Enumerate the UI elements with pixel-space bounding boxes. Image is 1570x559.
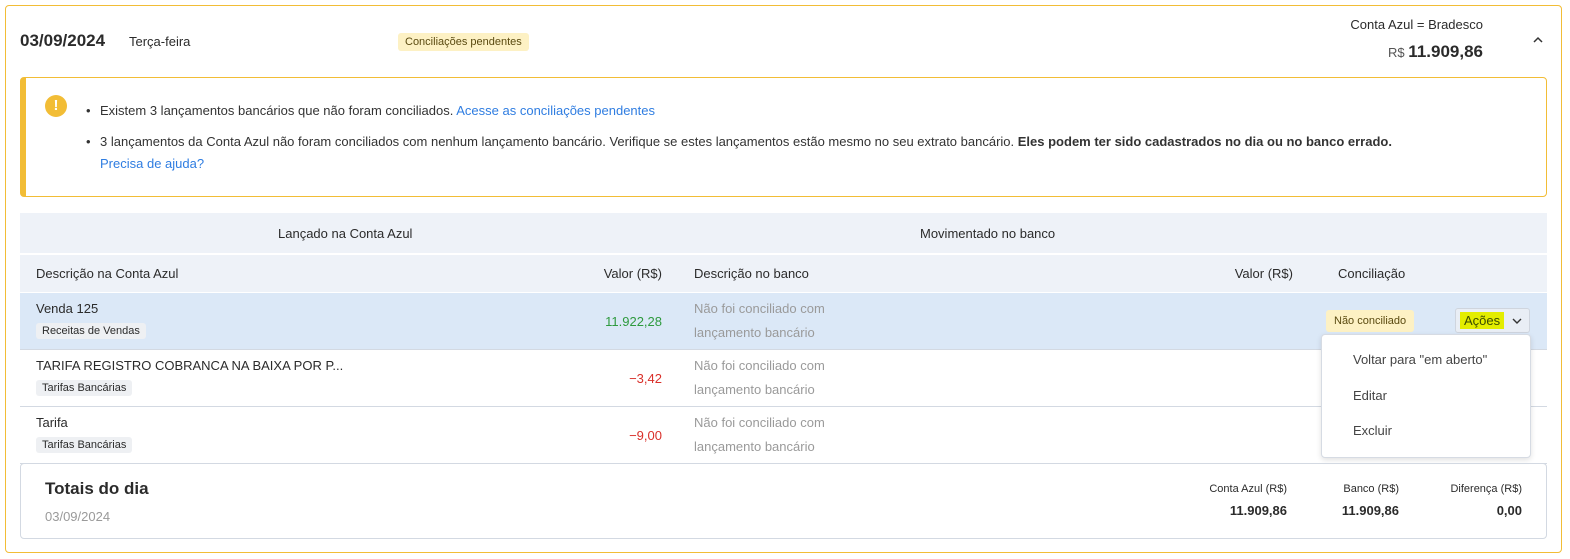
currency: R$ (1388, 45, 1405, 60)
alert-text: 3 lançamentos da Conta Azul não foram co… (100, 134, 1015, 149)
bank-desc: lançamento bancário (694, 439, 815, 454)
row-value: −3,42 (629, 371, 662, 386)
category-tag: Tarifas Bancárias (36, 380, 133, 396)
category-tag: Receitas de Vendas (36, 323, 146, 339)
col-conciliacao: Conciliação (1338, 266, 1406, 281)
alert-line-1: Existem 3 lançamentos bancários que não … (86, 100, 1530, 122)
column-header (20, 255, 1547, 292)
status-badge: Conciliações pendentes (398, 33, 529, 51)
date: 03/09/2024 (20, 31, 106, 50)
totals-box (20, 463, 1547, 539)
account-label: Conta Azul = Bradesco (1350, 17, 1483, 32)
col-desc: Descrição na Conta Azul (36, 266, 179, 281)
alert-list: Existem 3 lançamentos bancários que não … (86, 100, 1530, 184)
totals-title: Totais do dia (45, 479, 149, 498)
category-tag: Tarifas Bancárias (36, 437, 133, 453)
chevron-up-icon[interactable] (1532, 34, 1544, 46)
pending-link[interactable]: Acesse as conciliações pendentes (456, 103, 655, 118)
weekday: Terça-feira (129, 34, 191, 49)
row-desc: TARIFA REGISTRO COBRANCA NA BAIXA POR P.… (36, 358, 344, 373)
alert-box (20, 77, 1547, 197)
total-value: 0,00 (1496, 503, 1522, 518)
total-label: Diferença (R$) (1450, 483, 1522, 495)
total-label: Banco (R$) (1343, 483, 1399, 495)
menu-item-edit[interactable]: Editar (1353, 388, 1387, 403)
actions-menu: Voltar para "em aberto" Editar Excluir (1321, 334, 1531, 458)
bank-desc: lançamento bancário (694, 325, 815, 340)
row-desc: Venda 125 (36, 301, 99, 316)
bank-desc: Não foi conciliado com (694, 415, 825, 430)
total-value: 11.909,86 (1341, 503, 1399, 518)
col-value: Valor (R$) (603, 266, 662, 281)
bank-desc: lançamento bancário (694, 382, 815, 397)
bank-desc: Não foi conciliado com (694, 301, 825, 316)
total-value: 11.909,86 (1229, 503, 1287, 518)
row-desc: Tarifa (36, 415, 68, 430)
status-badge: Não conciliado (1326, 310, 1415, 332)
day-card (5, 5, 1562, 553)
alert-bold: Eles podem ter sido cadastrados no dia o… (1017, 134, 1392, 149)
col-bank-desc: Descrição no banco (694, 266, 809, 281)
row-value: 11.922,28 (605, 314, 662, 329)
total-label: Conta Azul (R$) (1209, 483, 1287, 495)
actions-button[interactable]: Ações (1455, 308, 1530, 333)
group-header (20, 213, 1547, 253)
alert-line-2: 3 lançamentos da Conta Azul não foram co… (86, 131, 1530, 175)
menu-item-reopen[interactable]: Voltar para "em aberto" (1353, 352, 1488, 367)
chevron-down-icon (1512, 318, 1522, 324)
totals-date: 03/09/2024 (45, 509, 111, 524)
warning-icon: ! (45, 95, 67, 117)
row-value: −9,00 (629, 428, 662, 443)
balance-value: 11.909,86 (1408, 42, 1483, 61)
table-row[interactable] (20, 293, 1547, 350)
col-bank-value: Valor (R$) (1234, 266, 1293, 281)
table-row[interactable] (20, 350, 1547, 407)
group-conta-azul: Lançado na Conta Azul (278, 226, 413, 241)
group-banco: Movimentado no banco (920, 226, 1056, 241)
balance: R$ 11.909,86 (1388, 42, 1483, 62)
menu-item-delete[interactable]: Excluir (1353, 423, 1393, 438)
alert-text: Existem 3 lançamentos bancários que não … (100, 103, 454, 118)
bank-desc: Não foi conciliado com (694, 358, 825, 373)
help-link[interactable]: Precisa de ajuda? (100, 156, 205, 171)
actions-label: Ações (1460, 312, 1505, 329)
